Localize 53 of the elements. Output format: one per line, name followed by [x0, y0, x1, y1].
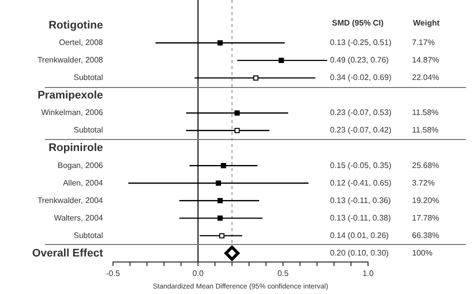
- point: [217, 198, 223, 204]
- text: 19.20%: [412, 196, 440, 205]
- text: 7.17%: [412, 38, 435, 48]
- y-tick-label: Pramipexole: [38, 90, 103, 102]
- point: [224, 246, 240, 261]
- annotation: 0.34 (-0.02, 0.69): [330, 73, 392, 82]
- point: [234, 128, 240, 134]
- text: 22.04%: [412, 73, 440, 82]
- y-tick-label: Winkelman, 2006: [41, 108, 104, 118]
- y-tick-label: Trenkwalder, 2004: [37, 196, 104, 205]
- x-tick-label: 0.0: [192, 269, 204, 278]
- text: 100%: [412, 248, 432, 258]
- text: 3.72%: [412, 178, 435, 188]
- point: [220, 162, 226, 168]
- annotation: SMD (95% CI): [332, 18, 384, 28]
- annotation: 0.12 (-0.41, 0.65): [330, 178, 392, 188]
- point: [216, 180, 222, 186]
- y-tick-label: Ropinirole: [48, 142, 103, 154]
- x-tick-label: 1.0: [362, 269, 374, 278]
- point: [219, 233, 224, 238]
- text: Weight: [413, 18, 440, 28]
- point: [217, 216, 223, 221]
- y-tick-label: Bogan, 2006: [58, 160, 104, 170]
- x-tick-label: -0.5: [106, 269, 120, 278]
- annotation: 0.13 (-0.11, 0.36): [330, 196, 392, 205]
- annotation: 0.20 (0.10, 0.30): [330, 248, 390, 258]
- text: 17.78%: [412, 213, 440, 222]
- y-tick-label: Overall Effect: [32, 247, 104, 260]
- y-tick-label: Subtotal: [74, 230, 104, 240]
- y-tick-label: Subtotal: [74, 73, 104, 82]
- text: 25.68%: [412, 160, 440, 170]
- x-tick-label: 0.5: [277, 269, 290, 278]
- point: [278, 58, 284, 64]
- y-tick-label: Rotigotine: [48, 19, 103, 32]
- annotation: 0.15 (-0.05, 0.35): [330, 160, 392, 170]
- text: 14.87%: [412, 56, 440, 65]
- y-tick-label: Trenkwalder, 2008: [37, 56, 104, 65]
- annotation: 0.49 (0.23, 0.76): [330, 56, 390, 65]
- point: [253, 75, 258, 81]
- y-tick-label: Allen, 2004: [62, 178, 104, 188]
- annotation: 0.23 (-0.07, 0.42): [330, 126, 392, 135]
- y-tick-label: Walters, 2004: [54, 213, 104, 222]
- annotation: 0.23 (-0.07, 0.53): [330, 108, 392, 118]
- y-tick-label: Oertel, 2008: [58, 38, 104, 48]
- annotation: 0.13 (-0.25, 0.51): [330, 38, 392, 48]
- point: [217, 40, 223, 46]
- text: 66.38%: [412, 230, 440, 240]
- annotation: 0.14 (0.01, 0.26): [330, 230, 390, 240]
- point: [234, 110, 240, 116]
- text: 11.58%: [412, 108, 439, 118]
- y-tick-label: Subtotal: [74, 126, 104, 135]
- text: 11.58%: [412, 126, 439, 135]
- annotation: 0.13 (-0.11, 0.38): [330, 213, 392, 222]
